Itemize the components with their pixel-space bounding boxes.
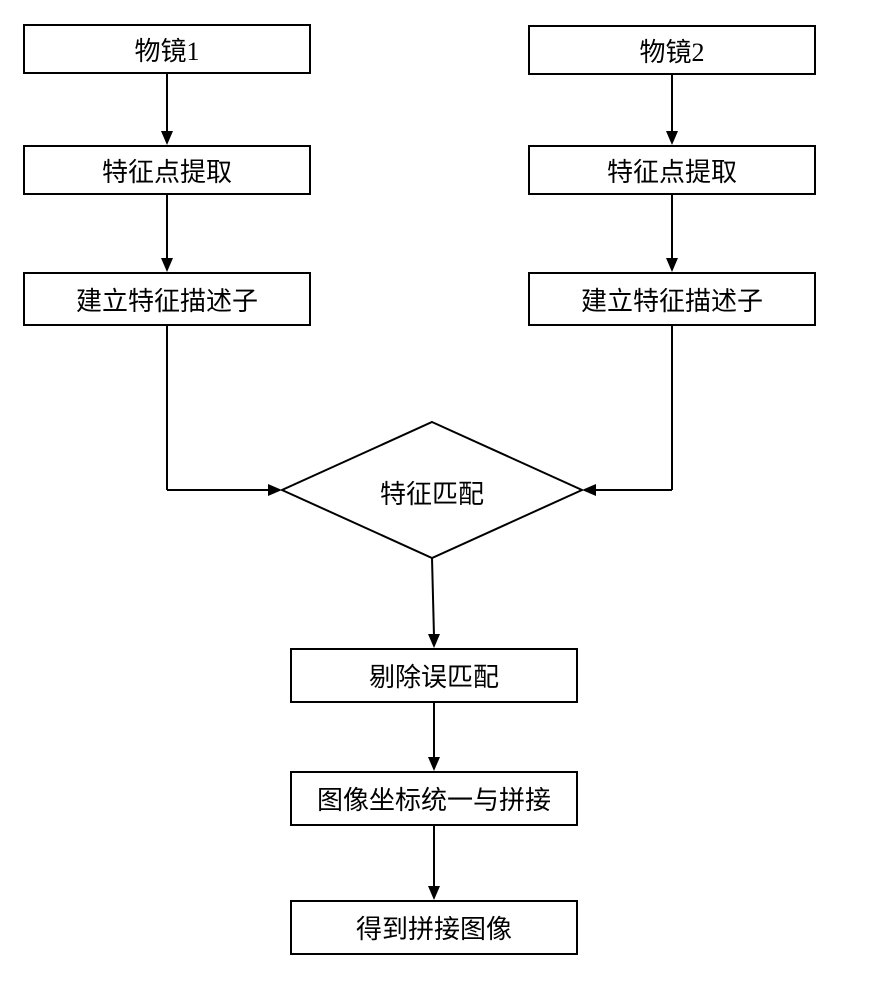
node-feature-extract-1: 特征点提取	[23, 145, 311, 195]
node-remove-mismatch: 剔除误匹配	[290, 648, 578, 703]
node-coord-stitch: 图像坐标统一与拼接	[290, 771, 578, 826]
node-feature-match-label: 特征匹配	[362, 474, 502, 511]
node-lens-2: 物镜2	[528, 25, 816, 75]
node-result-image: 得到拼接图像	[290, 900, 578, 955]
node-descriptor-2: 建立特征描述子	[528, 272, 816, 326]
node-descriptor-1: 建立特征描述子	[23, 272, 311, 326]
node-feature-extract-2: 特征点提取	[528, 145, 816, 195]
node-lens-1: 物镜1	[23, 24, 311, 74]
